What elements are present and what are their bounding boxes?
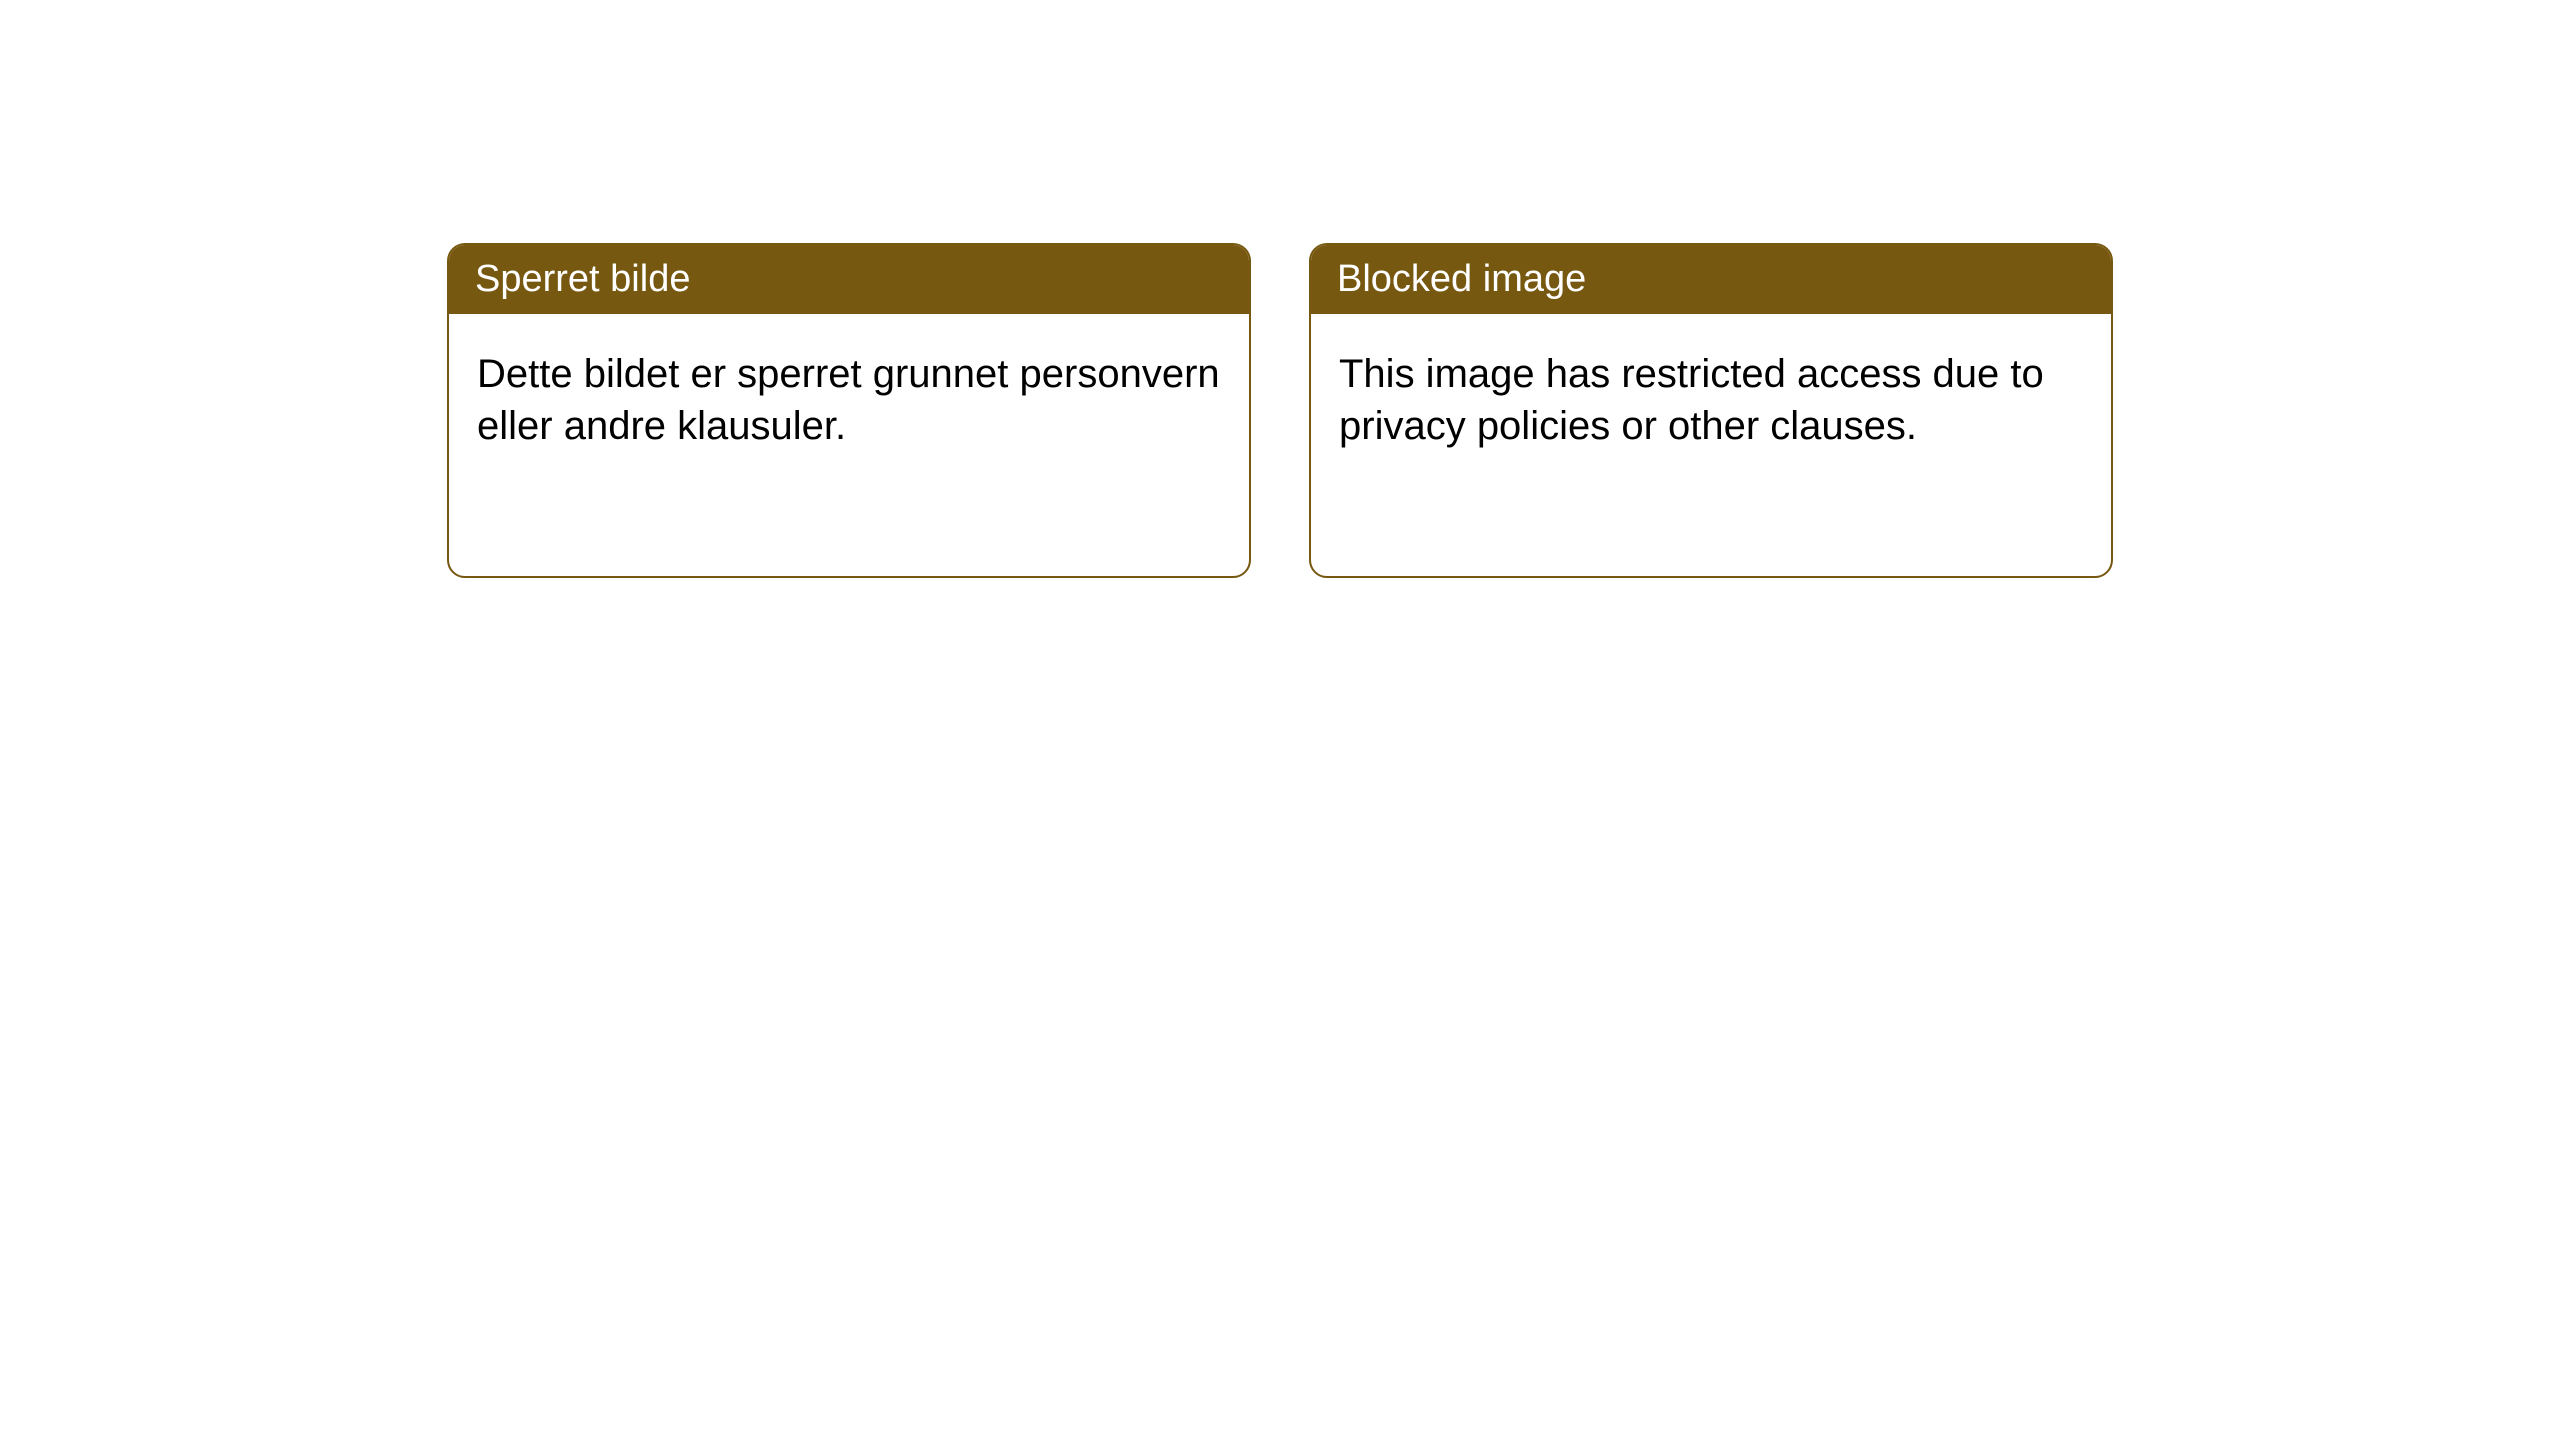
panel-title: Blocked image — [1337, 258, 1586, 300]
panel-body: Dette bildet er sperret grunnet personve… — [449, 314, 1249, 486]
panel-header: Blocked image — [1311, 245, 2111, 314]
panel-body-text: Dette bildet er sperret grunnet personve… — [477, 352, 1220, 448]
notice-panels-container: Sperret bilde Dette bildet er sperret gr… — [447, 243, 2113, 578]
panel-header: Sperret bilde — [449, 245, 1249, 314]
notice-panel-english: Blocked image This image has restricted … — [1309, 243, 2113, 578]
notice-panel-norwegian: Sperret bilde Dette bildet er sperret gr… — [447, 243, 1251, 578]
panel-title: Sperret bilde — [475, 258, 690, 300]
panel-body-text: This image has restricted access due to … — [1339, 352, 2044, 448]
panel-body: This image has restricted access due to … — [1311, 314, 2111, 486]
